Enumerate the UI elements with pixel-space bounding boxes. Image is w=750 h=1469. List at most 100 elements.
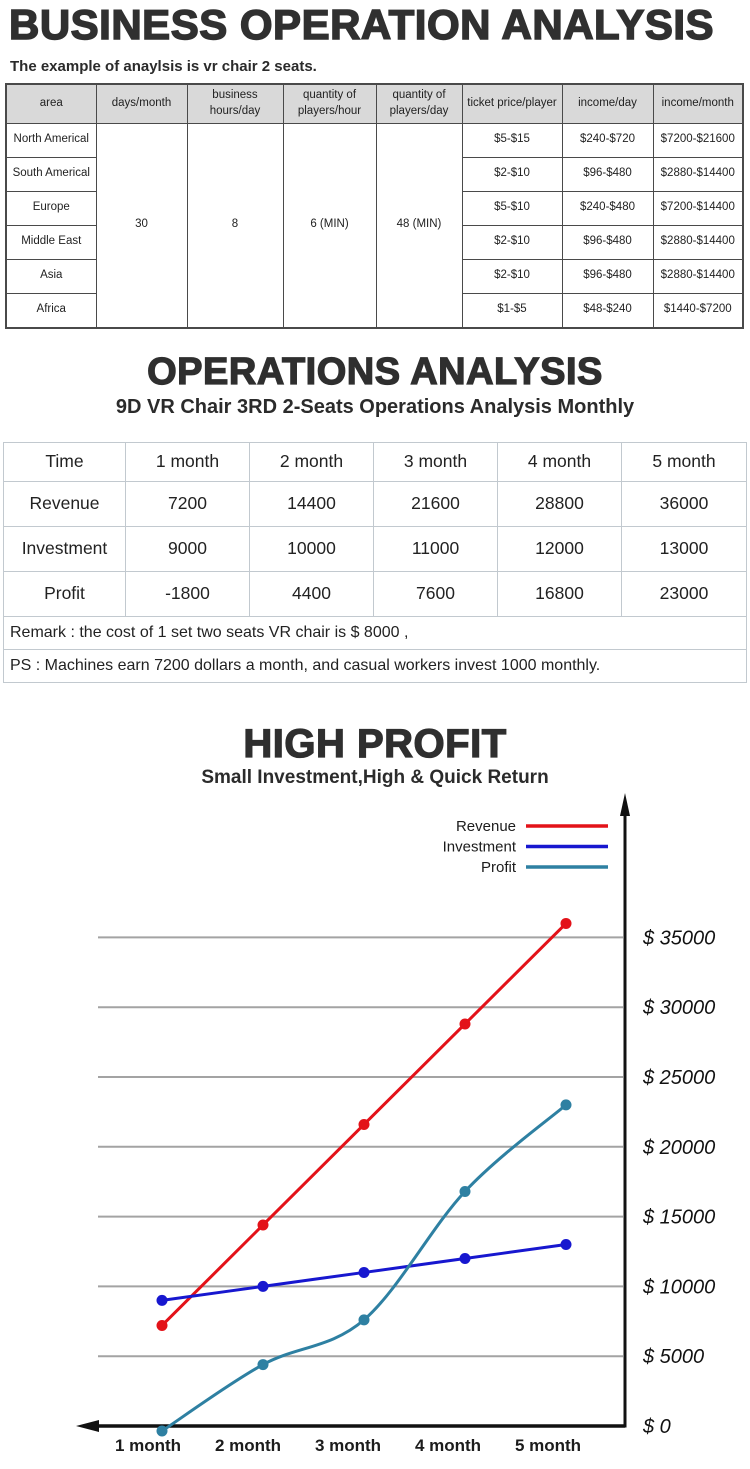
y-tick-label: $ 5000 bbox=[642, 1346, 704, 1368]
y-tick-label: $ 15000 bbox=[642, 1206, 715, 1228]
data-point bbox=[459, 1018, 471, 1030]
column-header: business hours/day bbox=[186, 83, 284, 124]
column-header: 4 month bbox=[497, 441, 622, 482]
value-cell: 4400 bbox=[249, 570, 374, 617]
income-day-cell: $240-$480 bbox=[561, 190, 654, 226]
legend-item: Investment bbox=[443, 838, 608, 855]
data-point bbox=[156, 1294, 168, 1306]
profit-title: HIGH PROFIT bbox=[243, 721, 507, 766]
column-header: quantity of players/day bbox=[375, 83, 463, 124]
value-cell: 23000 bbox=[621, 570, 747, 617]
value-cell: 28800 bbox=[497, 480, 622, 527]
value-cell: 16800 bbox=[497, 570, 622, 617]
ticket-price-cell: $2-$10 bbox=[461, 224, 563, 260]
ticket-price-cell: $2-$10 bbox=[461, 156, 563, 192]
data-point bbox=[358, 1313, 370, 1325]
income-day-cell: $96-$480 bbox=[561, 224, 654, 260]
legend-item: Profit bbox=[481, 859, 608, 876]
remark-text: Remark : the cost of 1 set two seats VR … bbox=[3, 615, 747, 650]
y-tick-label: $ 20000 bbox=[642, 1136, 715, 1158]
data-point bbox=[156, 1425, 168, 1437]
area-cell: Africa bbox=[5, 292, 97, 329]
profit-subtitle: Small Investment,High & Quick Return bbox=[201, 766, 549, 788]
operations-table: Time 1 month 2 month 3 month 4 month 5 month … bbox=[3, 441, 747, 683]
x-tick-label: 5 month bbox=[515, 1436, 581, 1455]
value-cell: 10000 bbox=[249, 525, 374, 572]
header-row: Time 1 month 2 month 3 month 4 month 5 month bbox=[3, 441, 747, 482]
x-tick-label: 4 month bbox=[415, 1436, 481, 1455]
x-axis-arrowhead bbox=[76, 1419, 99, 1432]
table-row: Revenue 7200 14400 21600 28800 36000 bbox=[3, 480, 747, 527]
table-row: Investment 9000 10000 11000 12000 13000 bbox=[3, 525, 747, 572]
ticket-price-cell: $5-$15 bbox=[461, 122, 563, 158]
table-row: Africa $1-$5 $48-$240 $1440-$7200 bbox=[5, 292, 744, 329]
profit-chart-svg: $ 0 $ 5000 $ 10000 $ 15000 $ 20000 $ 25000 $ 3… bbox=[76, 792, 715, 1455]
value-cell: 14400 bbox=[249, 480, 374, 527]
table-row: North Americal 30 8 6 (MIN) 48 (MIN) $5-$15 $2… bbox=[5, 122, 744, 329]
ps-text: PS : Machines earn 7200 dollars a month,… bbox=[3, 648, 747, 683]
column-header: area bbox=[5, 83, 97, 124]
income-day-cell: $96-$480 bbox=[561, 258, 654, 294]
table-row: Profit -1800 4400 7600 16800 23000 bbox=[3, 570, 747, 617]
header-row: area days/month business hours/day quantity… bbox=[5, 83, 744, 124]
data-point bbox=[459, 1252, 471, 1264]
y-tick-label: $ 35000 bbox=[642, 927, 715, 949]
data-point bbox=[560, 917, 572, 929]
y-tick-label: $ 0 bbox=[642, 1416, 671, 1438]
data-point bbox=[560, 1098, 572, 1110]
x-tick-label: 1 month bbox=[115, 1436, 181, 1455]
value-cell: 21600 bbox=[373, 480, 498, 527]
data-point bbox=[560, 1238, 572, 1250]
y-tick-label: $ 30000 bbox=[642, 997, 715, 1019]
value-cell: -1800 bbox=[125, 570, 250, 617]
area-cell: North Americal bbox=[5, 122, 97, 158]
area-cell: Asia bbox=[5, 258, 97, 294]
value-cell: 11000 bbox=[373, 525, 498, 572]
x-tick-label: 2 month bbox=[215, 1436, 281, 1455]
ticket-price-cell: $1-$5 bbox=[461, 292, 563, 329]
business-table-head: area days/month business hours/day quantity… bbox=[5, 83, 744, 124]
income-month-cell: $2880-$14400 bbox=[652, 258, 744, 294]
x-tick-label: 3 month bbox=[315, 1436, 381, 1455]
row-label: Revenue bbox=[3, 480, 126, 527]
operations-title: OPERATIONS ANALYSIS bbox=[146, 350, 603, 393]
column-header: 5 month bbox=[621, 441, 747, 482]
income-day-cell: $48-$240 bbox=[561, 292, 654, 329]
legend-label: Profit bbox=[481, 859, 517, 876]
operations-table-head: Time 1 month 2 month 3 month 4 month 5 month bbox=[3, 441, 747, 482]
data-point bbox=[257, 1280, 269, 1292]
y-tick-label: $ 10000 bbox=[642, 1276, 715, 1298]
row-label: Investment bbox=[3, 525, 126, 572]
corner-header: Time bbox=[3, 441, 126, 482]
profit-chart: $ 0 $ 5000 $ 10000 $ 15000 $ 20000 $ 25000 $ 3… bbox=[0, 792, 750, 1469]
column-header: 2 month bbox=[249, 441, 374, 482]
data-point bbox=[257, 1358, 269, 1370]
income-month-cell: $7200-$14400 bbox=[652, 190, 744, 226]
legend-item: Revenue bbox=[456, 818, 608, 835]
column-header: income/month bbox=[652, 83, 744, 124]
page-subtitle: The example of anaylsis is vr chair 2 se… bbox=[10, 57, 317, 75]
column-header: income/day bbox=[561, 83, 654, 124]
area-cell: Europe bbox=[5, 190, 97, 226]
business-table-body: North Americal 30 8 6 (MIN) 48 (MIN) $5-$15 $2… bbox=[5, 122, 744, 329]
value-cell: 12000 bbox=[497, 525, 622, 572]
table-row: Middle East $2-$10 $96-$480 $2880-$14400 bbox=[5, 224, 744, 260]
income-month-cell: $2880-$14400 bbox=[652, 224, 744, 260]
ticket-price-cell: $5-$10 bbox=[461, 190, 563, 226]
income-month-cell: $1440-$7200 bbox=[652, 292, 744, 329]
value-cell: 7600 bbox=[373, 570, 498, 617]
column-header: ticket price/player bbox=[461, 83, 563, 124]
remark-row: Remark : the cost of 1 set two seats VR … bbox=[3, 615, 747, 650]
ticket-price-cell: $2-$10 bbox=[461, 258, 563, 294]
data-point bbox=[156, 1319, 168, 1331]
data-point bbox=[358, 1266, 370, 1278]
value-cell: 7200 bbox=[125, 480, 250, 527]
table-row: Asia $2-$10 $96-$480 $2880-$14400 bbox=[5, 258, 744, 294]
ps-row: PS : Machines earn 7200 dollars a month,… bbox=[3, 648, 747, 683]
column-header: days/month bbox=[95, 83, 188, 124]
merged-hours-cell: 8 bbox=[186, 122, 284, 329]
value-cell: 36000 bbox=[621, 480, 747, 527]
value-cell: 9000 bbox=[125, 525, 250, 572]
page-title: BUSINESS OPERATION ANALYSIS bbox=[8, 1, 715, 48]
table-row: South Americal $2-$10 $96-$480 $2880-$14400 bbox=[5, 156, 744, 192]
